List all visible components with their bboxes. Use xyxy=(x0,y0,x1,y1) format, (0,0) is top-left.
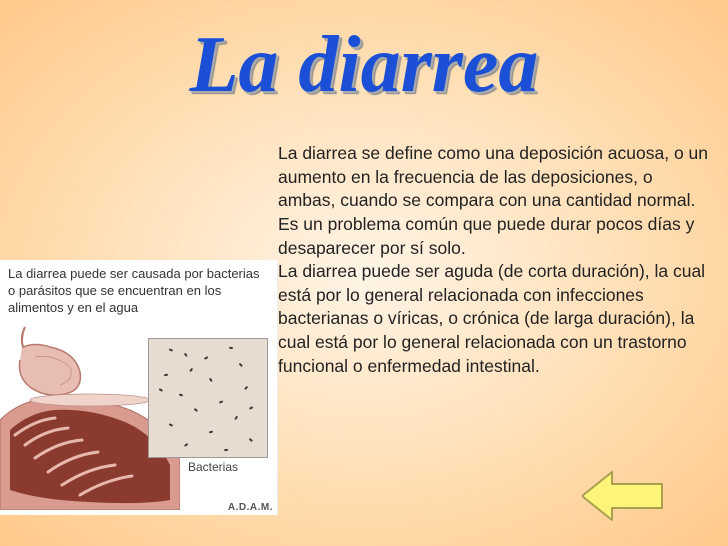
micrograph-label: Bacterias xyxy=(188,460,238,474)
slide: La diarrea La diarrea se define como una… xyxy=(0,0,728,546)
medical-diagram: La diarrea puede ser causada por bacteri… xyxy=(0,260,278,515)
back-arrow-button[interactable] xyxy=(582,470,666,522)
bacteria-micrograph xyxy=(148,338,268,458)
diagram-caption: La diarrea puede ser causada por bacteri… xyxy=(8,266,268,317)
body-text: La diarrea se define como una deposición… xyxy=(278,142,708,378)
slide-title: La diarrea xyxy=(190,20,539,111)
attribution-logo: A.D.A.M. xyxy=(228,502,273,513)
